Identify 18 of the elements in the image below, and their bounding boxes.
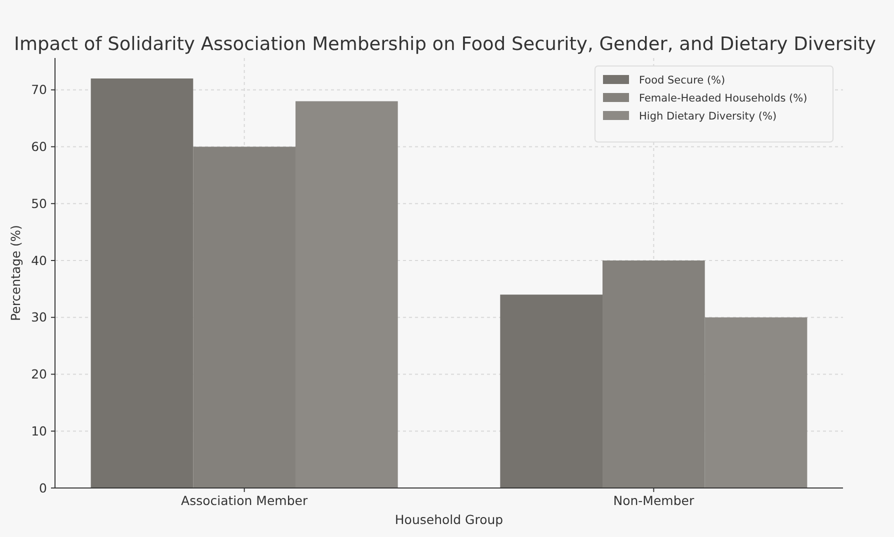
chart-title: Impact of Solidarity Association Membership on Food Security, Gender, and Dietary Diversity xyxy=(14,34,876,55)
legend-label: Female-Headed Households (%) xyxy=(639,92,808,105)
y-tick-label: 20 xyxy=(31,366,48,382)
bar xyxy=(500,294,603,488)
y-tick-label: 40 xyxy=(31,252,48,268)
y-tick-label: 0 xyxy=(39,480,48,496)
bar xyxy=(90,78,194,488)
y-tick-label: 60 xyxy=(31,139,48,154)
legend-label: High Dietary Diversity (%) xyxy=(639,110,777,123)
y-axis-title: Percentage (%) xyxy=(8,225,23,321)
y-tick-label: 30 xyxy=(31,310,48,325)
y-tick-label: 70 xyxy=(31,82,48,98)
legend-label: Food Secure (%) xyxy=(639,74,726,87)
y-tick-label: 50 xyxy=(31,196,48,211)
y-tick-label: 10 xyxy=(31,423,48,438)
x-tick-label: Non-Member xyxy=(613,493,695,508)
x-tick-label: Association Member xyxy=(181,493,308,508)
x-axis-title: Household Group xyxy=(394,512,504,527)
